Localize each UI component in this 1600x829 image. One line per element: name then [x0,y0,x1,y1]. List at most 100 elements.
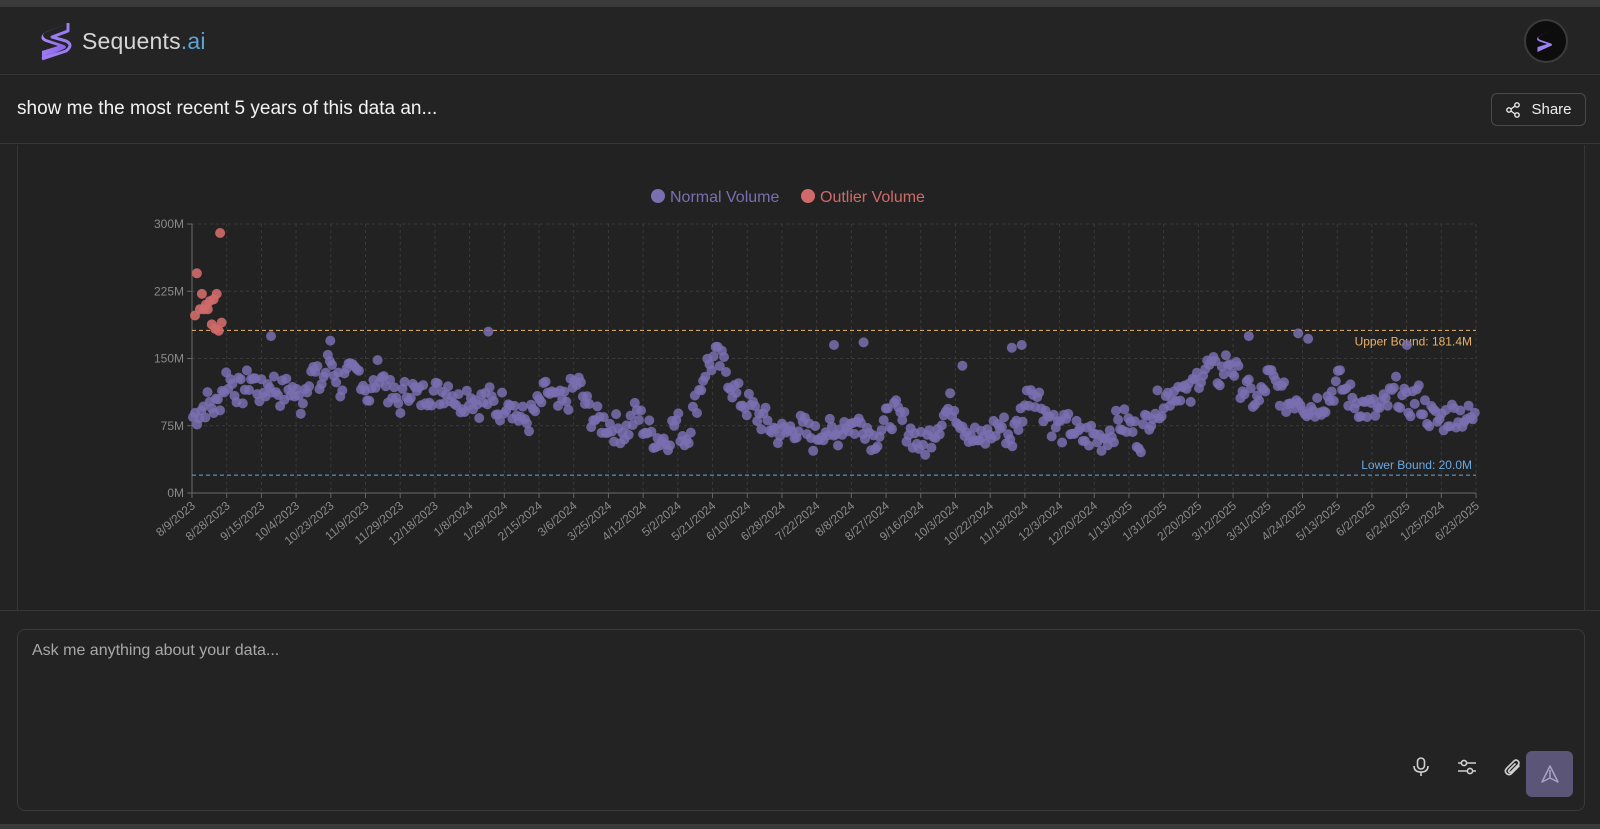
normal-point-422 [1063,408,1074,419]
composer-divider [0,610,1600,611]
outlier-point-6 [202,304,213,315]
normal-point-95 [385,374,395,385]
normal-point-267 [741,410,752,421]
normal-point-272 [752,416,763,427]
normal-point-509 [1243,374,1254,385]
normal-point-195 [592,401,603,412]
normal-point-507 [1239,389,1250,400]
normal-point-352 [918,439,929,450]
normal-point-481 [1185,396,1196,407]
normal-point-256 [719,352,729,362]
normal-point-453 [1127,427,1138,437]
normal-point-419 [1057,437,1068,448]
normal-point-611 [1455,405,1466,416]
normal-point-64 [320,367,331,378]
normal-point-165 [530,406,541,417]
normal-point-408 [1034,387,1045,398]
normal-point-89 [372,355,383,366]
normal-point-23 [235,374,246,385]
y-tick-label-2: 150M [154,352,184,366]
normal-point-514 [1254,395,1265,406]
normal-point-60 [312,361,323,372]
normal-point-notable-11 [1401,340,1412,350]
y-tick-label-4: 300M [154,217,184,231]
normal-point-367 [949,405,960,416]
normal-point-99 [393,398,404,409]
normal-point-116 [428,385,439,396]
normal-point-546 [1320,407,1331,418]
normal-point-476 [1175,395,1186,406]
normal-point-395 [1007,441,1018,452]
normal-point-398 [1013,425,1024,435]
normal-point-300 [810,421,821,431]
normal-point-245 [696,385,707,396]
normal-point-234 [673,408,684,419]
normal-point-69 [331,377,342,388]
normal-point-504 [1233,360,1244,371]
paperclip-icon [1504,759,1520,776]
user-avatar[interactable] [1524,19,1568,63]
normal-point-263 [733,378,744,389]
window-top-strip [0,0,1600,7]
normal-point-566 [1362,412,1372,422]
normal-point-589 [1409,398,1420,409]
normal-point-6 [200,412,211,423]
normal-point-311 [833,440,843,451]
normal-point-250 [706,365,717,376]
normal-point-128 [453,389,464,400]
normal-point-53 [297,398,308,409]
normal-point-292 [793,426,804,437]
legend-marker-0 [651,189,665,203]
normal-point-579 [1388,382,1399,393]
normal-point-558 [1345,379,1356,390]
normal-point-414 [1046,431,1057,442]
normal-point-notable-4 [858,337,869,348]
chat-input[interactable] [30,640,1434,744]
normal-point-190 [582,391,593,402]
normal-point-527 [1281,407,1292,417]
normal-point-notable-7 [1016,340,1027,350]
normal-point-24 [237,398,248,409]
normal-point-27 [244,385,254,395]
normal-point-569 [1368,394,1379,405]
normal-point-319 [849,429,860,439]
normal-point-549 [1326,386,1337,397]
normal-point-356 [926,442,937,453]
normal-point-181 [563,404,574,415]
normal-point-100 [395,408,406,418]
normal-point-notable-3 [829,340,839,350]
normal-point-274 [756,424,767,435]
normal-point-524 [1274,400,1285,411]
normal-point-204 [611,409,622,420]
normal-point-510 [1245,383,1256,394]
normal-point-432 [1084,440,1094,451]
chart-panel: Normal Volume Outlier Volume 0M 75M 150M 225M… [17,145,1585,610]
normal-point-445 [1111,405,1121,416]
normal-point-526 [1279,377,1289,388]
normal-point-notable-0 [266,331,276,342]
normal-point-332 [876,425,887,436]
normal-point-221 [646,426,657,437]
normal-point-115 [426,400,437,411]
send-icon [1540,765,1559,783]
normal-point-575 [1380,392,1391,403]
sequents-logo[interactable] [38,21,74,61]
normal-point-159 [517,401,528,412]
normal-point-180 [561,396,572,407]
normal-point-notable-9 [1293,328,1304,339]
normal-point-333 [878,415,889,426]
normal-point-notable-6 [1006,342,1017,353]
send-button[interactable] [1526,751,1573,797]
share-button[interactable]: Share [1491,93,1586,126]
brand-name: Sequents.ai [82,28,206,55]
normal-point-353 [920,449,931,460]
settings-button[interactable] [1454,754,1480,780]
window-bottom-strip [0,824,1600,829]
normal-point-161 [521,418,532,429]
normal-point-391 [999,412,1009,423]
normal-point-216 [636,405,646,416]
normal-point-85 [364,395,375,406]
normal-point-551 [1330,376,1341,387]
attach-button[interactable] [1500,754,1526,780]
microphone-button[interactable] [1408,754,1434,780]
